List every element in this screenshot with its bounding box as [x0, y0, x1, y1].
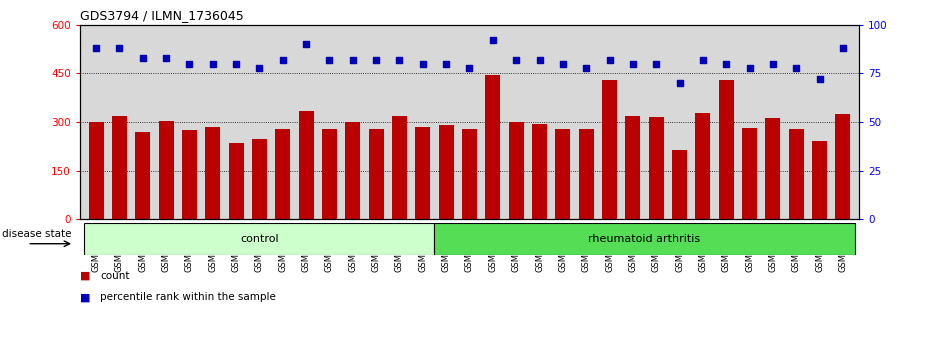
Point: [602, 57, 617, 63]
Point: [322, 57, 337, 63]
Point: [836, 45, 851, 51]
Point: [742, 65, 757, 70]
Bar: [322, 129, 337, 219]
Bar: [435, 223, 854, 255]
Bar: [392, 116, 408, 219]
Point: [439, 61, 454, 67]
Point: [485, 38, 500, 43]
Point: [112, 45, 127, 51]
Text: rheumatoid arthritis: rheumatoid arthritis: [589, 234, 700, 244]
Point: [182, 61, 197, 67]
Bar: [555, 129, 570, 219]
Point: [415, 61, 430, 67]
Point: [88, 45, 103, 51]
Bar: [695, 113, 711, 219]
Point: [228, 61, 243, 67]
Point: [555, 61, 570, 67]
Text: ■: ■: [80, 271, 90, 281]
Bar: [625, 116, 640, 219]
Bar: [206, 127, 221, 219]
Bar: [182, 130, 197, 219]
Point: [159, 55, 174, 61]
Bar: [531, 124, 547, 219]
Bar: [112, 116, 127, 219]
Text: ■: ■: [80, 292, 90, 302]
Text: percentile rank within the sample: percentile rank within the sample: [100, 292, 276, 302]
Bar: [649, 117, 664, 219]
Bar: [228, 143, 244, 219]
Bar: [812, 141, 827, 219]
Point: [789, 65, 804, 70]
Point: [252, 65, 267, 70]
Point: [718, 61, 733, 67]
Bar: [485, 75, 500, 219]
Bar: [439, 125, 454, 219]
Bar: [252, 139, 267, 219]
Point: [532, 57, 547, 63]
Text: GDS3794 / ILMN_1736045: GDS3794 / ILMN_1736045: [80, 9, 243, 22]
Point: [812, 76, 827, 82]
Bar: [578, 129, 593, 219]
Point: [135, 55, 150, 61]
Bar: [462, 129, 477, 219]
Point: [299, 41, 314, 47]
Point: [696, 57, 711, 63]
Point: [672, 80, 687, 86]
Bar: [299, 111, 314, 219]
Point: [275, 57, 290, 63]
Bar: [135, 132, 150, 219]
Point: [578, 65, 593, 70]
Bar: [346, 122, 361, 219]
Bar: [415, 127, 430, 219]
Point: [625, 61, 640, 67]
Bar: [718, 80, 733, 219]
Point: [392, 57, 407, 63]
Bar: [369, 129, 384, 219]
Bar: [275, 129, 290, 219]
Point: [346, 57, 361, 63]
Bar: [742, 128, 757, 219]
Text: disease state: disease state: [2, 229, 71, 239]
Point: [462, 65, 477, 70]
Point: [649, 61, 664, 67]
Point: [765, 61, 780, 67]
Bar: [88, 122, 103, 219]
Bar: [602, 80, 617, 219]
Bar: [85, 223, 435, 255]
Bar: [159, 120, 174, 219]
Text: control: control: [240, 234, 279, 244]
Bar: [672, 150, 687, 219]
Bar: [765, 118, 780, 219]
Point: [206, 61, 221, 67]
Text: count: count: [100, 271, 130, 281]
Point: [509, 57, 524, 63]
Bar: [509, 122, 524, 219]
Bar: [789, 129, 804, 219]
Point: [369, 57, 384, 63]
Bar: [836, 114, 851, 219]
